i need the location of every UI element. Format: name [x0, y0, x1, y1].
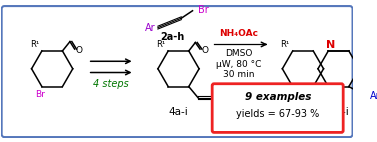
Text: DMSO: DMSO [225, 49, 252, 58]
Text: R¹: R¹ [156, 40, 166, 49]
Text: Ar: Ar [234, 93, 244, 103]
Text: μW, 80 °C: μW, 80 °C [216, 60, 261, 69]
Text: NH₄OAc: NH₄OAc [219, 29, 258, 38]
Text: 2a-h: 2a-h [160, 32, 184, 42]
Text: Br: Br [198, 5, 209, 15]
Text: 4a-i: 4a-i [169, 107, 188, 117]
Text: O: O [76, 46, 83, 55]
Text: Ar: Ar [145, 23, 156, 33]
Text: yields = 67-93 %: yields = 67-93 % [236, 109, 319, 119]
Text: 4 steps: 4 steps [93, 79, 129, 89]
Text: 30 min: 30 min [223, 70, 254, 79]
Text: 9 examples: 9 examples [245, 92, 311, 102]
Text: R¹: R¹ [280, 40, 290, 49]
Text: Br: Br [35, 90, 45, 99]
Text: Ar: Ar [369, 91, 377, 101]
Text: 5a-i: 5a-i [329, 107, 348, 117]
FancyBboxPatch shape [2, 6, 352, 137]
Text: N: N [325, 40, 335, 50]
Text: R¹: R¹ [30, 40, 39, 49]
Text: O: O [201, 45, 208, 55]
FancyBboxPatch shape [212, 84, 343, 132]
